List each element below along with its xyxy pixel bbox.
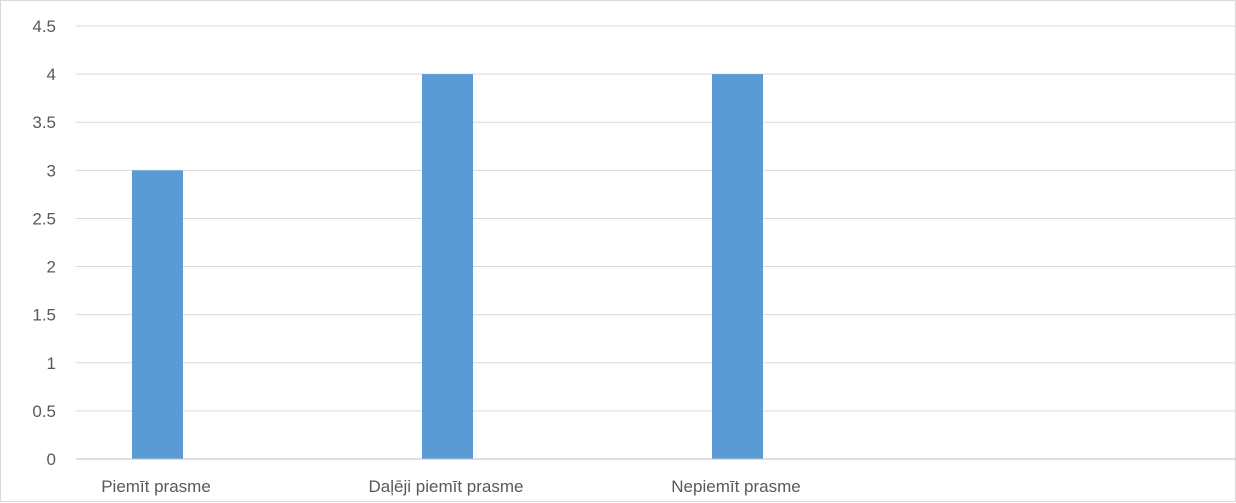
x-axis-category-labels: Piemīt prasme Daļēji piemīt prasme Nepiemī…: [101, 477, 801, 496]
y-tick-label: 1: [47, 354, 56, 373]
y-tick-label: 0.5: [32, 402, 56, 421]
y-tick-label: 3: [47, 161, 56, 180]
x-category-label: Daļēji piemīt prasme: [369, 477, 524, 496]
bar: [422, 74, 473, 459]
x-category-label: Piemīt prasme: [101, 477, 211, 496]
y-tick-label: 3.5: [32, 113, 56, 132]
y-axis-tick-labels: 0 0.5 1 1.5 2 2.5 3 3.5 4 4.5: [32, 17, 56, 469]
y-tick-label: 4.5: [32, 17, 56, 36]
bars: [132, 74, 763, 460]
gridlines: [76, 25, 1236, 412]
y-tick-label: 2: [47, 258, 56, 277]
bar: [712, 74, 763, 459]
y-tick-label: 0: [47, 450, 56, 469]
bar: [132, 170, 183, 460]
x-category-label: Nepiemīt prasme: [671, 477, 800, 496]
y-tick-label: 2.5: [32, 209, 56, 228]
y-tick-label: 1.5: [32, 306, 56, 325]
y-tick-label: 4: [47, 65, 56, 84]
